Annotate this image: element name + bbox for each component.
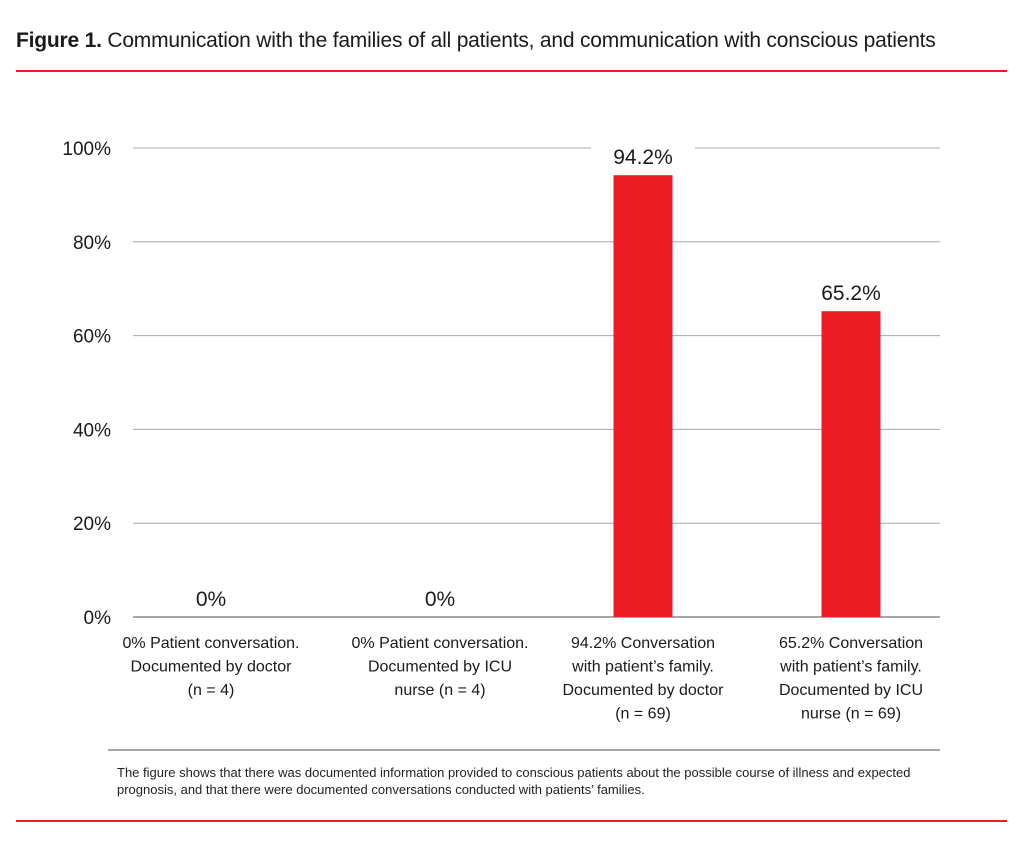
- figure-label: Figure 1.: [16, 29, 102, 52]
- y-tick-label: 80%: [73, 233, 111, 254]
- x-category-label: with patient’s family.: [779, 659, 922, 676]
- y-tick-label: 100%: [62, 139, 111, 160]
- x-category-label: (n = 69): [615, 706, 671, 723]
- top-red-rule: [16, 70, 1007, 72]
- data-label: 0%: [425, 588, 455, 611]
- x-category-label: with patient’s family.: [571, 659, 714, 676]
- data-label-background: [799, 276, 903, 307]
- x-category-label: nurse (n = 69): [801, 706, 901, 723]
- x-category-label: 0% Patient conversation.: [123, 635, 300, 652]
- x-category-label: 65.2% Conversation: [779, 635, 923, 652]
- bar: [821, 311, 881, 617]
- x-category-label: Documented by doctor: [131, 659, 293, 676]
- data-label-background: [591, 140, 695, 171]
- x-category-label: Documented by doctor: [563, 682, 725, 699]
- y-tick-label: 0%: [84, 608, 112, 629]
- x-category-label: Documented by ICU: [368, 659, 512, 676]
- figure-note: The figure shows that there was document…: [117, 765, 911, 797]
- x-category-label: 0% Patient conversation.: [352, 635, 529, 652]
- y-tick-label: 20%: [73, 514, 111, 535]
- x-category-label: (n = 4): [188, 682, 235, 699]
- figure-title: Figure 1. Communication with the familie…: [16, 29, 936, 53]
- y-tick-label: 40%: [73, 420, 111, 441]
- x-category-label: nurse (n = 4): [394, 682, 485, 699]
- figure-title-text: Communication with the families of all p…: [107, 29, 936, 52]
- y-tick-label: 60%: [73, 327, 111, 348]
- bar: [613, 175, 673, 617]
- bottom-red-rule: [16, 820, 1007, 822]
- x-category-label: Documented by ICU: [779, 682, 923, 699]
- x-category-label: 94.2% Conversation: [571, 635, 715, 652]
- data-label: 94.2%: [613, 146, 673, 169]
- data-label: 65.2%: [821, 282, 881, 305]
- data-label: 0%: [196, 588, 226, 611]
